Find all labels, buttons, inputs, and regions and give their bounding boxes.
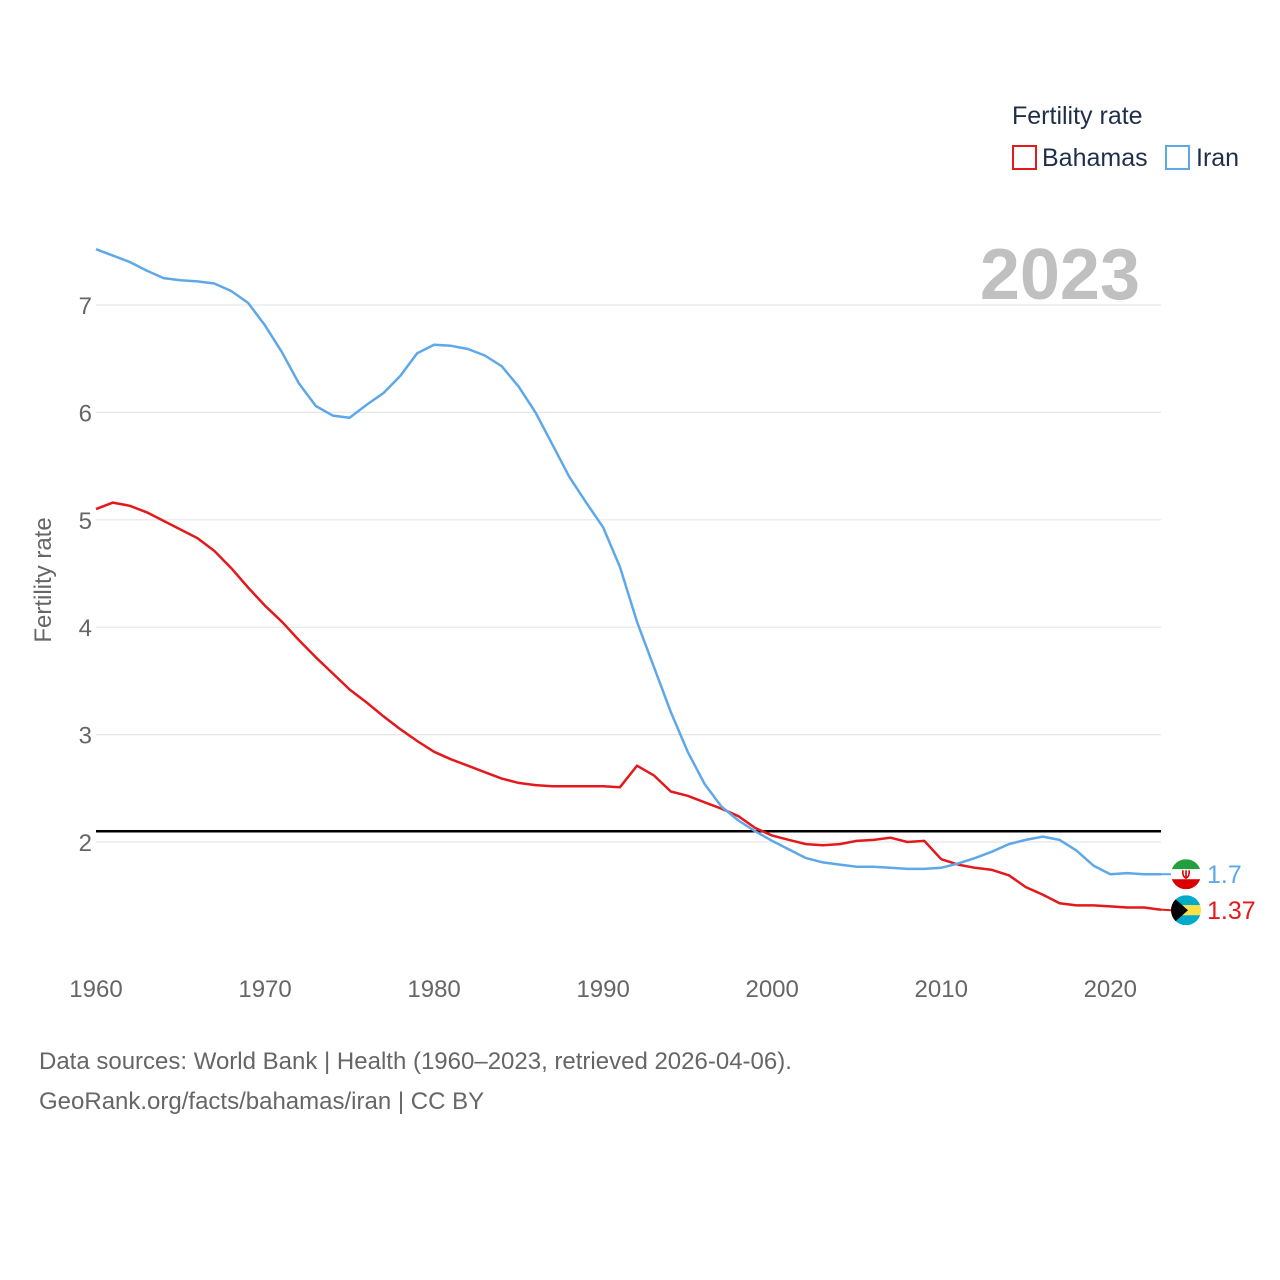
y-tick-label-6: 6 [79, 400, 92, 427]
bahamas-flag-icon [1171, 895, 1201, 926]
bahamas-end-marker: 1.37 [1160, 895, 1256, 926]
x-tick-label-1970: 1970 [238, 976, 291, 1003]
legend-label-iran: Iran [1196, 144, 1239, 172]
year-label: 2023 [980, 235, 1140, 315]
legend-swatch-bahamas [1012, 145, 1037, 170]
legend: Fertility rate Bahamas Iran [1012, 102, 1239, 172]
y-tick-label-7: 7 [79, 293, 92, 320]
credit-link[interactable]: GeoRank.org/facts/bahamas/iran | CC BY [39, 1088, 485, 1115]
legend-title: Fertility rate [1012, 102, 1143, 130]
series-line-iran[interactable] [95, 248, 1161, 876]
y-tick-label-2: 2 [79, 830, 92, 857]
y-axis-ticks: 2 3 4 5 6 7 [79, 293, 92, 857]
x-tick-label-2000: 2000 [745, 976, 798, 1003]
iran-flag-icon [1171, 859, 1201, 890]
iran-end-value: 1.7 [1207, 861, 1242, 889]
x-tick-label-1990: 1990 [576, 976, 629, 1003]
data-sources: Data sources: World Bank | Health (1960–… [39, 1048, 792, 1075]
bahamas-end-value: 1.37 [1207, 897, 1256, 925]
x-tick-label-2010: 2010 [915, 976, 968, 1003]
legend-item-bahamas[interactable]: Bahamas [1012, 144, 1148, 172]
y-tick-label-4: 4 [79, 615, 92, 642]
legend-item-iran[interactable]: Iran [1165, 144, 1239, 172]
series-line-bahamas[interactable] [95, 501, 1162, 911]
x-tick-label-1980: 1980 [407, 976, 460, 1003]
x-axis-ticks: 1960 1970 1980 1990 2000 2010 2020 [69, 976, 1137, 1003]
x-tick-label-1960: 1960 [69, 976, 122, 1003]
iran-end-marker: 1.7 [1161, 859, 1242, 890]
x-tick-label-2020: 2020 [1084, 976, 1137, 1003]
y-tick-label-3: 3 [79, 723, 92, 750]
y-axis-label: Fertility rate [30, 517, 57, 642]
series-lines [95, 248, 1162, 911]
bahamas-end-connector [1160, 908, 1172, 912]
footer: Data sources: World Bank | Health (1960–… [39, 1042, 792, 1122]
grid-lines [96, 304, 1161, 843]
y-tick-label-5: 5 [79, 508, 92, 535]
legend-swatch-iran [1165, 145, 1190, 170]
legend-label-bahamas: Bahamas [1042, 144, 1148, 172]
